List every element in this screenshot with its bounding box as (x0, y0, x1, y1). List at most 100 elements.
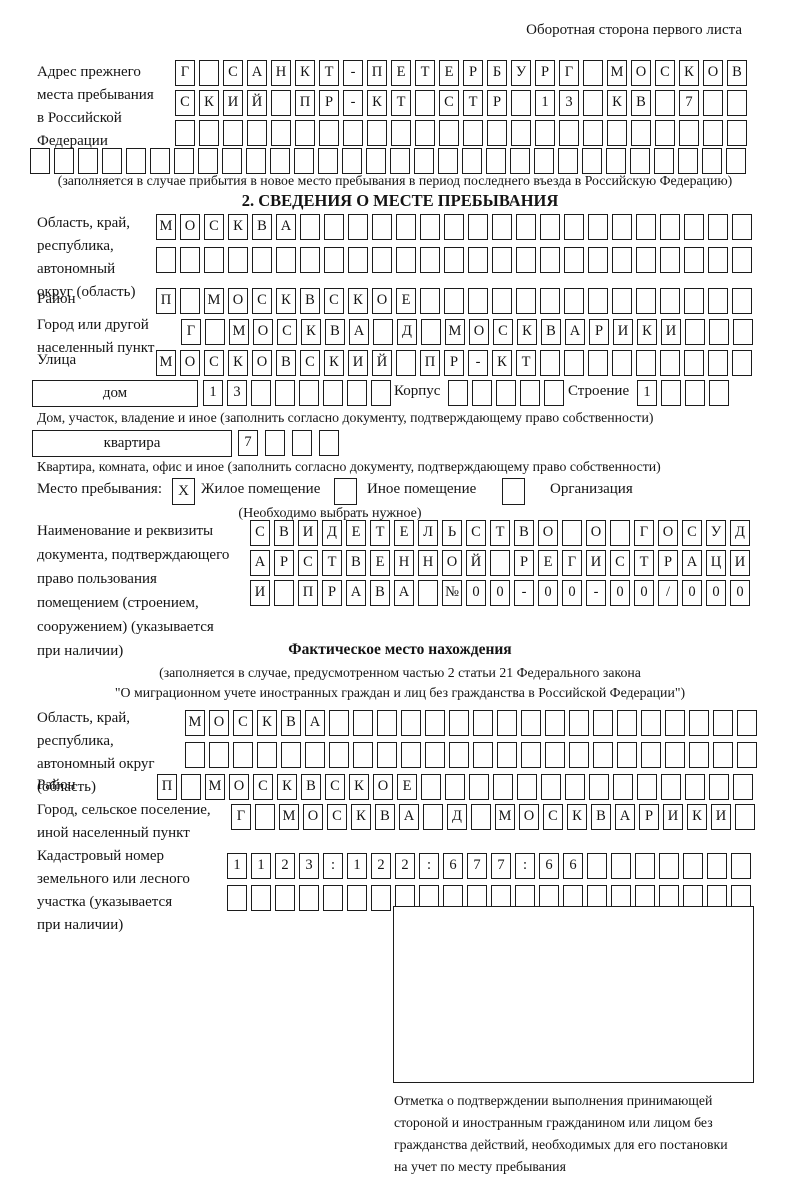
char-box[interactable]: Г (175, 60, 195, 86)
char-box[interactable] (613, 774, 633, 800)
char-box[interactable]: Т (322, 550, 342, 576)
char-box[interactable] (707, 853, 727, 879)
char-box[interactable] (348, 247, 368, 273)
char-box[interactable] (496, 380, 516, 406)
char-box[interactable] (486, 148, 506, 174)
char-box[interactable] (463, 120, 483, 146)
char-box[interactable]: 0 (538, 580, 558, 606)
char-box[interactable]: М (205, 774, 225, 800)
char-box[interactable] (492, 288, 512, 314)
char-box[interactable] (713, 742, 733, 768)
char-box[interactable]: Д (322, 520, 342, 546)
char-box[interactable] (516, 288, 536, 314)
char-box[interactable] (713, 710, 733, 736)
char-box[interactable]: / (658, 580, 678, 606)
char-box[interactable]: К (301, 319, 321, 345)
char-box[interactable]: В (541, 319, 561, 345)
char-box[interactable]: Б (487, 60, 507, 86)
char-box[interactable] (319, 120, 339, 146)
char-box[interactable] (251, 885, 271, 911)
char-box[interactable]: С (277, 319, 297, 345)
char-box[interactable] (246, 148, 266, 174)
char-box[interactable] (468, 214, 488, 240)
char-box[interactable]: Е (396, 288, 416, 314)
char-box[interactable]: Р (487, 90, 507, 116)
char-box[interactable] (423, 804, 443, 830)
char-box[interactable] (708, 350, 728, 376)
char-box[interactable]: 2 (395, 853, 415, 879)
char-box[interactable] (565, 774, 585, 800)
char-box[interactable] (569, 742, 589, 768)
char-box[interactable] (564, 247, 584, 273)
char-box[interactable]: 3 (227, 380, 247, 406)
char-box[interactable] (205, 319, 225, 345)
char-box[interactable]: Р (535, 60, 555, 86)
char-box[interactable] (78, 148, 98, 174)
char-box[interactable] (255, 804, 275, 830)
char-box[interactable] (737, 710, 757, 736)
char-box[interactable] (544, 380, 564, 406)
char-box[interactable]: О (180, 214, 200, 240)
char-box[interactable]: К (277, 774, 297, 800)
char-box[interactable]: А (349, 319, 369, 345)
char-box[interactable]: К (367, 90, 387, 116)
char-box[interactable]: С (298, 550, 318, 576)
char-box[interactable]: 2 (371, 853, 391, 879)
char-box[interactable] (516, 214, 536, 240)
char-box[interactable] (607, 120, 627, 146)
char-box[interactable]: О (538, 520, 558, 546)
char-box[interactable] (732, 350, 752, 376)
char-box[interactable]: А (346, 580, 366, 606)
char-box[interactable]: К (351, 804, 371, 830)
char-box[interactable] (324, 214, 344, 240)
char-box[interactable]: Л (418, 520, 438, 546)
char-box[interactable] (199, 60, 219, 86)
char-box[interactable]: С (300, 350, 320, 376)
char-box[interactable]: С (253, 774, 273, 800)
checkbox-residential[interactable]: X (172, 478, 195, 505)
char-box[interactable] (415, 120, 435, 146)
char-box[interactable]: К (567, 804, 587, 830)
char-box[interactable] (511, 90, 531, 116)
char-box[interactable]: К (348, 288, 368, 314)
char-box[interactable]: В (591, 804, 611, 830)
char-box[interactable] (347, 885, 367, 911)
char-box[interactable] (540, 350, 560, 376)
char-box[interactable]: О (253, 319, 273, 345)
char-box[interactable] (617, 710, 637, 736)
char-box[interactable] (420, 288, 440, 314)
char-box[interactable]: С (543, 804, 563, 830)
char-box[interactable]: Г (634, 520, 654, 546)
char-box[interactable]: 1 (637, 380, 657, 406)
char-box[interactable] (582, 148, 602, 174)
char-box[interactable] (54, 148, 74, 174)
char-box[interactable]: 0 (634, 580, 654, 606)
char-box[interactable] (401, 742, 421, 768)
char-box[interactable] (319, 430, 339, 456)
char-box[interactable] (181, 774, 201, 800)
char-box[interactable]: 0 (466, 580, 486, 606)
char-box[interactable]: Р (658, 550, 678, 576)
char-box[interactable] (275, 885, 295, 911)
char-box[interactable]: Т (391, 90, 411, 116)
char-box[interactable]: О (180, 350, 200, 376)
char-box[interactable] (702, 148, 722, 174)
char-box[interactable]: Р (514, 550, 534, 576)
char-box[interactable]: Г (231, 804, 251, 830)
char-box[interactable] (732, 214, 752, 240)
char-box[interactable] (683, 853, 703, 879)
char-box[interactable]: 6 (443, 853, 463, 879)
char-box[interactable] (685, 380, 705, 406)
char-box[interactable]: У (511, 60, 531, 86)
char-box[interactable] (473, 742, 493, 768)
char-box[interactable] (421, 774, 441, 800)
char-box[interactable] (401, 710, 421, 736)
char-box[interactable] (588, 214, 608, 240)
char-box[interactable] (733, 319, 753, 345)
char-box[interactable]: Е (370, 550, 390, 576)
char-box[interactable]: Д (447, 804, 467, 830)
char-box[interactable] (347, 380, 367, 406)
char-box[interactable] (439, 120, 459, 146)
char-box[interactable]: 0 (706, 580, 726, 606)
char-box[interactable] (731, 853, 751, 879)
